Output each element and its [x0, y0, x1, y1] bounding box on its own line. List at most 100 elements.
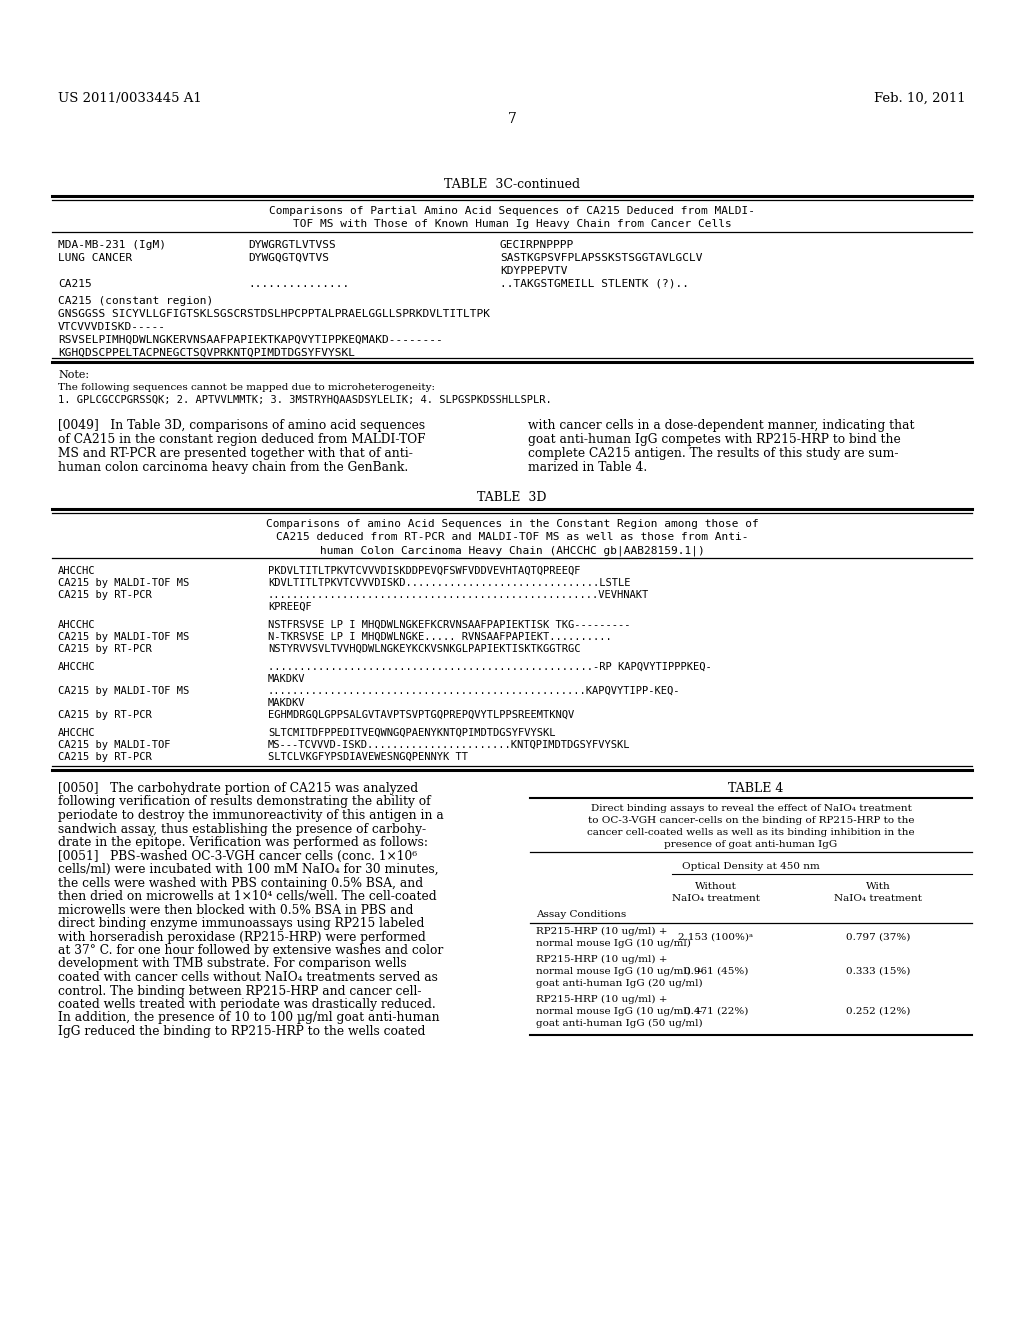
Text: LUNG CANCER: LUNG CANCER	[58, 253, 132, 263]
Text: PKDVLTITLTPKVTCVVVDISKDDPEVQFSWFVDDVEVHTAQTQPREEQF: PKDVLTITLTPKVTCVVVDISKDDPEVQFSWFVDDVEVHT…	[268, 566, 581, 576]
Text: In addition, the presence of 10 to 100 µg/ml goat anti-human: In addition, the presence of 10 to 100 µ…	[58, 1011, 439, 1024]
Text: with horseradish peroxidase (RP215-HRP) were performed: with horseradish peroxidase (RP215-HRP) …	[58, 931, 426, 944]
Text: N-TKRSVSE LP I MHQDWLNGKE..... RVNSAAFPAPIEKT..........: N-TKRSVSE LP I MHQDWLNGKE..... RVNSAAFPA…	[268, 632, 611, 642]
Text: NaIO₄ treatment: NaIO₄ treatment	[834, 894, 922, 903]
Text: 1. GPLCGCCPGRSSQK; 2. APTVVLMMTK; 3. 3MSTRYHQAASDSYLELIK; 4. SLPGSPKDSSHLLSPLR.: 1. GPLCGCCPGRSSQK; 2. APTVVLMMTK; 3. 3MS…	[58, 395, 552, 405]
Text: .....................................................VEVHNAKT: ........................................…	[268, 590, 649, 601]
Text: MAKDKV: MAKDKV	[268, 698, 305, 708]
Text: Comparisons of amino Acid Sequences in the Constant Region among those of: Comparisons of amino Acid Sequences in t…	[265, 519, 759, 529]
Text: SLTCMITDFPPEDITVEQWNGQPAENYKNTQPIMDTDGSYFVYSKL: SLTCMITDFPPEDITVEQWNGQPAENYKNTQPIMDTDGSY…	[268, 729, 555, 738]
Text: CA215 by MALDI-TOF MS: CA215 by MALDI-TOF MS	[58, 686, 189, 696]
Text: VTCVVVDISKD-----: VTCVVVDISKD-----	[58, 322, 166, 333]
Text: RP215-HRP (10 ug/ml) +: RP215-HRP (10 ug/ml) +	[536, 995, 668, 1005]
Text: 0.961 (45%): 0.961 (45%)	[684, 968, 749, 975]
Text: TABLE 4: TABLE 4	[728, 781, 783, 795]
Text: ...............: ...............	[248, 279, 349, 289]
Text: goat anti-human IgG (20 ug/ml): goat anti-human IgG (20 ug/ml)	[536, 979, 702, 989]
Text: NSTYRVVSVLTVVHQDWLNGKEYKCKVSNKGLPAPIEKTISKTKGGTRGC: NSTYRVVSVLTVVHQDWLNGKEYKCKVSNKGLPAPIEKTI…	[268, 644, 581, 653]
Text: microwells were then blocked with 0.5% BSA in PBS and: microwells were then blocked with 0.5% B…	[58, 903, 414, 916]
Text: CA215 by MALDI-TOF MS: CA215 by MALDI-TOF MS	[58, 578, 189, 587]
Text: drate in the epitope. Verification was performed as follows:: drate in the epitope. Verification was p…	[58, 836, 428, 849]
Text: Feb. 10, 2011: Feb. 10, 2011	[874, 92, 966, 106]
Text: CA215 by RT-PCR: CA215 by RT-PCR	[58, 644, 152, 653]
Text: ....................................................-RP KAPQVYTIPPPKEQ-: ........................................…	[268, 663, 712, 672]
Text: 0.333 (15%): 0.333 (15%)	[846, 968, 910, 975]
Text: sandwich assay, thus establishing the presence of carbohy-: sandwich assay, thus establishing the pr…	[58, 822, 426, 836]
Text: AHCCHC: AHCCHC	[58, 729, 95, 738]
Text: [0049]   In Table 3D, comparisons of amino acid sequences: [0049] In Table 3D, comparisons of amino…	[58, 418, 425, 432]
Text: [0051]   PBS-washed OC-3-VGH cancer cells (conc. 1×10⁶: [0051] PBS-washed OC-3-VGH cancer cells …	[58, 850, 417, 862]
Text: TABLE  3D: TABLE 3D	[477, 491, 547, 504]
Text: AHCCHC: AHCCHC	[58, 663, 95, 672]
Text: Optical Density at 450 nm: Optical Density at 450 nm	[682, 862, 820, 871]
Text: 2.153 (100%)ᵃ: 2.153 (100%)ᵃ	[679, 933, 754, 942]
Text: RP215-HRP (10 ug/ml) +: RP215-HRP (10 ug/ml) +	[536, 954, 668, 964]
Text: AHCCHC: AHCCHC	[58, 620, 95, 630]
Text: [0050]   The carbohydrate portion of CA215 was analyzed: [0050] The carbohydrate portion of CA215…	[58, 781, 418, 795]
Text: GECIRPNPPPP: GECIRPNPPPP	[500, 240, 574, 249]
Text: 0.252 (12%): 0.252 (12%)	[846, 1007, 910, 1016]
Text: control. The binding between RP215-HRP and cancer cell-: control. The binding between RP215-HRP a…	[58, 985, 422, 998]
Text: 7: 7	[508, 112, 516, 125]
Text: GNSGGSS SICYVLLGFIGTSKLSGSCRSTDSLHPCPPTALPRAELGGLLSPRKDVLTITLTPK: GNSGGSS SICYVLLGFIGTSKLSGSCRSTDSLHPCPPTA…	[58, 309, 490, 319]
Text: TOF MS with Those of Known Human Ig Heavy Chain from Cancer Cells: TOF MS with Those of Known Human Ig Heav…	[293, 219, 731, 228]
Text: CA215 by RT-PCR: CA215 by RT-PCR	[58, 590, 152, 601]
Text: CA215 by MALDI-TOF: CA215 by MALDI-TOF	[58, 741, 171, 750]
Text: KGHQDSCPPELTACPNEGCTSQVPRKNTQPIMDTDGSYFVYSKL: KGHQDSCPPELTACPNEGCTSQVPRKNTQPIMDTDGSYFV…	[58, 348, 355, 358]
Text: Assay Conditions: Assay Conditions	[536, 909, 627, 919]
Text: Note:: Note:	[58, 370, 89, 380]
Text: coated wells treated with periodate was drastically reduced.: coated wells treated with periodate was …	[58, 998, 436, 1011]
Text: RP215-HRP (10 ug/ml) +: RP215-HRP (10 ug/ml) +	[536, 927, 668, 936]
Text: cancer cell-coated wells as well as its binding inhibition in the: cancer cell-coated wells as well as its …	[587, 828, 914, 837]
Text: KDYPPEPVTV: KDYPPEPVTV	[500, 267, 567, 276]
Text: with cancer cells in a dose-dependent manner, indicating that: with cancer cells in a dose-dependent ma…	[528, 418, 914, 432]
Text: normal mouse IgG (10 ug/ml) +: normal mouse IgG (10 ug/ml) +	[536, 968, 702, 975]
Text: TABLE  3C-continued: TABLE 3C-continued	[444, 178, 580, 191]
Text: direct binding enzyme immunoassays using RP215 labeled: direct binding enzyme immunoassays using…	[58, 917, 424, 931]
Text: NaIO₄ treatment: NaIO₄ treatment	[672, 894, 760, 903]
Text: CA215 deduced from RT-PCR and MALDI-TOF MS as well as those from Anti-: CA215 deduced from RT-PCR and MALDI-TOF …	[275, 532, 749, 543]
Text: coated with cancer cells without NaIO₄ treatments served as: coated with cancer cells without NaIO₄ t…	[58, 972, 438, 983]
Text: presence of goat anti-human IgG: presence of goat anti-human IgG	[665, 840, 838, 849]
Text: development with TMB substrate. For comparison wells: development with TMB substrate. For comp…	[58, 957, 407, 970]
Text: Comparisons of Partial Amino Acid Sequences of CA215 Deduced from MALDI-: Comparisons of Partial Amino Acid Sequen…	[269, 206, 755, 216]
Text: IgG reduced the binding to RP215-HRP to the wells coated: IgG reduced the binding to RP215-HRP to …	[58, 1026, 425, 1038]
Text: Direct binding assays to reveal the effect of NaIO₄ treatment: Direct binding assays to reveal the effe…	[591, 804, 911, 813]
Text: MDA-MB-231 (IgM): MDA-MB-231 (IgM)	[58, 240, 166, 249]
Text: CA215 by RT-PCR: CA215 by RT-PCR	[58, 710, 152, 719]
Text: CA215 (constant region): CA215 (constant region)	[58, 296, 213, 306]
Text: human Colon Carcinoma Heavy Chain (AHCCHC gb|AAB28159.1|): human Colon Carcinoma Heavy Chain (AHCCH…	[319, 545, 705, 556]
Text: 0.797 (37%): 0.797 (37%)	[846, 933, 910, 942]
Text: to OC-3-VGH cancer-cells on the binding of RP215-HRP to the: to OC-3-VGH cancer-cells on the binding …	[588, 816, 914, 825]
Text: The following sequences cannot be mapped due to microheterogeneity:: The following sequences cannot be mapped…	[58, 383, 435, 392]
Text: ..TAKGSTGMEILL STLENTK (?)..: ..TAKGSTGMEILL STLENTK (?)..	[500, 279, 689, 289]
Text: human colon carcinoma heavy chain from the GenBank.: human colon carcinoma heavy chain from t…	[58, 461, 409, 474]
Text: RSVSELPIMHQDWLNGKERVNSAAFPAPIEKTKAPQVYTIPPKEQMAKD--------: RSVSELPIMHQDWLNGKERVNSAAFPAPIEKTKAPQVYTI…	[58, 335, 442, 345]
Text: EGHMDRGQLGPPSALGVTAVPTSVPTGQPREPQVYTLPPSREEMTKNQV: EGHMDRGQLGPPSALGVTAVPTSVPTGQPREPQVYTLPPS…	[268, 710, 574, 719]
Text: CA215 by RT-PCR: CA215 by RT-PCR	[58, 752, 152, 762]
Text: the cells were washed with PBS containing 0.5% BSA, and: the cells were washed with PBS containin…	[58, 876, 423, 890]
Text: SLTCLVKGFYPSDIAVEWESNGQPENNYK TT: SLTCLVKGFYPSDIAVEWESNGQPENNYK TT	[268, 752, 468, 762]
Text: normal mouse IgG (10 ug/ml) +: normal mouse IgG (10 ug/ml) +	[536, 1007, 702, 1016]
Text: DYWGRGTLVTVSS: DYWGRGTLVTVSS	[248, 240, 336, 249]
Text: following verification of results demonstrating the ability of: following verification of results demons…	[58, 796, 431, 808]
Text: KPREEQF: KPREEQF	[268, 602, 311, 612]
Text: US 2011/0033445 A1: US 2011/0033445 A1	[58, 92, 202, 106]
Text: MS---TCVVVD-ISKD.......................KNTQPIMDTDGSYFVYSKL: MS---TCVVVD-ISKD.......................K…	[268, 741, 631, 750]
Text: marized in Table 4.: marized in Table 4.	[528, 461, 647, 474]
Text: ...................................................KAPQVYTIPP-KEQ-: ........................................…	[268, 686, 681, 696]
Text: complete CA215 antigen. The results of this study are sum-: complete CA215 antigen. The results of t…	[528, 447, 898, 459]
Text: 0.471 (22%): 0.471 (22%)	[684, 1007, 749, 1016]
Text: goat anti-human IgG competes with RP215-HRP to bind the: goat anti-human IgG competes with RP215-…	[528, 433, 901, 446]
Text: of CA215 in the constant region deduced from MALDI-TOF: of CA215 in the constant region deduced …	[58, 433, 426, 446]
Text: DYWGQGTQVTVS: DYWGQGTQVTVS	[248, 253, 329, 263]
Text: With: With	[865, 882, 891, 891]
Text: AHCCHC: AHCCHC	[58, 566, 95, 576]
Text: CA215 by MALDI-TOF MS: CA215 by MALDI-TOF MS	[58, 632, 189, 642]
Text: NSTFRSVSE LP I MHQDWLNGKEFKCRVNSAAFPAPIEKTISK TKG---------: NSTFRSVSE LP I MHQDWLNGKEFKCRVNSAAFPAPIE…	[268, 620, 631, 630]
Text: cells/ml) were incubated with 100 mM NaIO₄ for 30 minutes,: cells/ml) were incubated with 100 mM NaI…	[58, 863, 438, 876]
Text: goat anti-human IgG (50 ug/ml): goat anti-human IgG (50 ug/ml)	[536, 1019, 702, 1028]
Text: Without: Without	[695, 882, 737, 891]
Text: then dried on microwells at 1×10⁴ cells/well. The cell-coated: then dried on microwells at 1×10⁴ cells/…	[58, 890, 436, 903]
Text: CA215: CA215	[58, 279, 92, 289]
